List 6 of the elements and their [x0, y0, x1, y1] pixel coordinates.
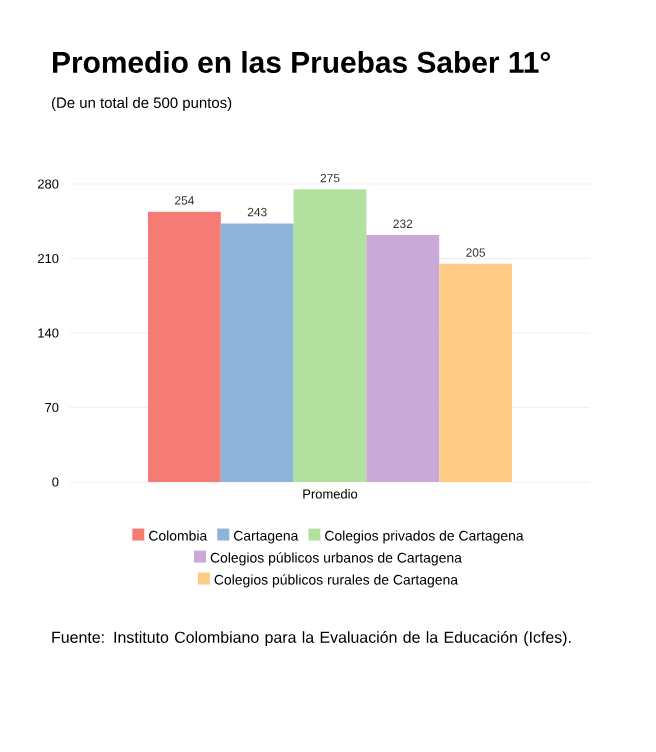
bar — [148, 211, 221, 482]
bar — [293, 189, 367, 482]
bar — [366, 235, 440, 482]
bar — [220, 223, 294, 482]
bar — [439, 263, 512, 482]
chart-title: Promedio en las Pruebas Saber 11° — [53, 51, 551, 73]
